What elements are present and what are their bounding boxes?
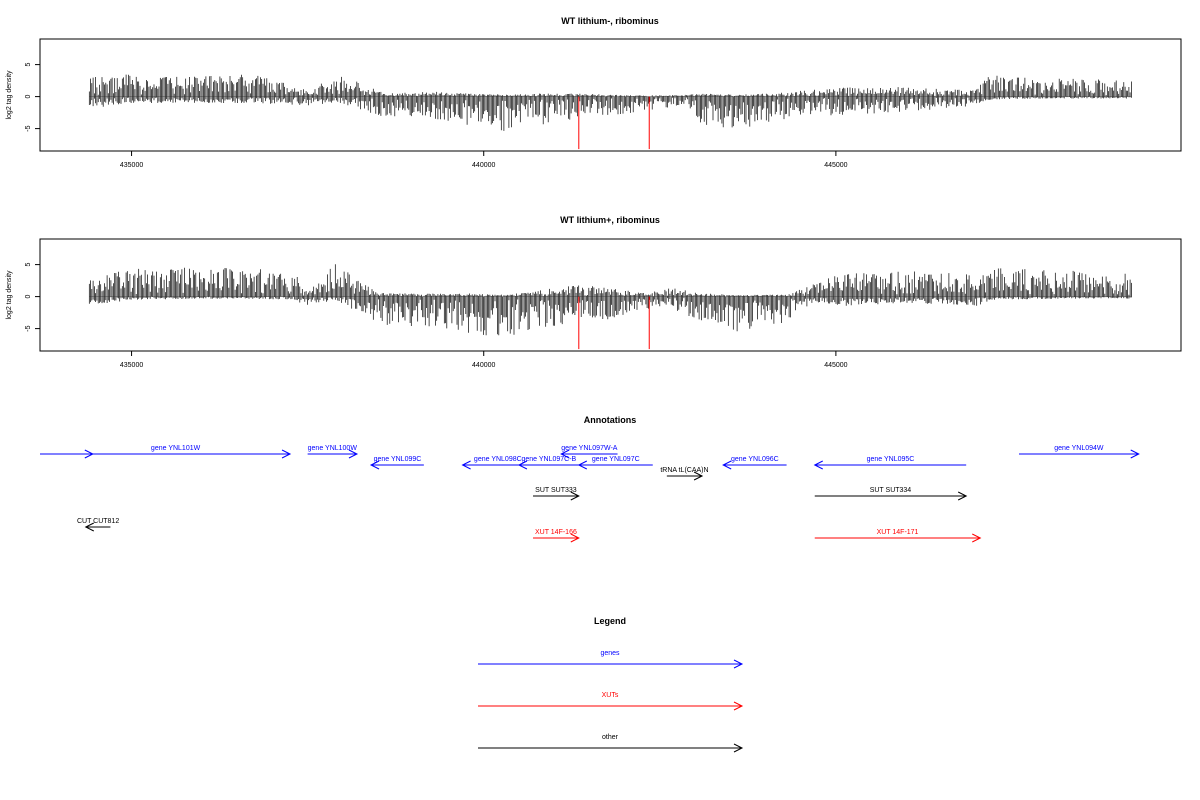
x-tick-label: 445000 [824, 162, 847, 169]
feature-arrowhead [577, 460, 588, 470]
annotations-title: Annotations [584, 415, 637, 425]
feature-label: gene YNL101W [151, 445, 201, 452]
panel-title: WT lithium+, ribominus [560, 215, 660, 225]
feature-arrowhead [369, 460, 380, 470]
annotation-feature: gene YNL094W [1019, 445, 1140, 459]
annotation-feature: SUT SUT334 [814, 487, 968, 501]
x-tick-label: 435000 [120, 362, 143, 369]
x-axis: 435000 440000 445000 [120, 151, 848, 169]
annotation-feature: gene YNL097W-A [560, 445, 618, 459]
x-tick-label: 440000 [472, 162, 495, 169]
annotation-feature: gene YNL101W [61, 445, 292, 459]
legend-label: other [602, 734, 619, 741]
y-axis: -5 0 5 [25, 63, 40, 132]
annotation-feature: gene YNL096C [722, 456, 787, 470]
feature-label: XUT 14F-171 [877, 529, 919, 536]
annotation-feature: tRNA tL(CAA)N [660, 467, 709, 481]
annotation-feature: gene YNL100W [307, 445, 359, 459]
annotation-feature: gene YNL097C [577, 456, 653, 470]
density-bars [88, 74, 1132, 150]
feature-arrowhead [517, 460, 528, 470]
y-tick-label: 0 [25, 95, 32, 99]
y-tick-label: -5 [25, 325, 32, 331]
x-tick-label: 435000 [120, 162, 143, 169]
annotation-feature: gene YNL097C-B [517, 456, 579, 470]
y-tick-label: 5 [25, 63, 32, 67]
legend-entry: XUTs [478, 692, 744, 711]
panel-title: WT lithium-, ribominus [561, 16, 659, 26]
feature-label: gene YNL099C [374, 456, 422, 463]
feature-arrowhead [461, 460, 471, 470]
legend-title: Legend [594, 616, 626, 626]
y-tick-label: 5 [25, 263, 32, 267]
feature-arrowhead [722, 460, 732, 470]
plot-frame [39, 238, 1182, 352]
feature-arrowhead [813, 460, 823, 470]
feature-arrowhead [570, 533, 580, 543]
feature-label: SUT SUT333 [535, 487, 577, 494]
annotation-feature: SUT SUT333 [533, 487, 580, 501]
feature-arrowhead [348, 449, 359, 459]
density-bars [88, 264, 1132, 350]
y-axis-label: log2 tag density [6, 270, 13, 320]
feature-label: gene YNL094W [1054, 445, 1104, 452]
legend-label: XUTs [602, 692, 619, 699]
plot-frame [39, 38, 1182, 152]
legend-arrowhead [733, 659, 744, 669]
feature-label: gene YNL097C [592, 456, 640, 463]
legend-entry: other [478, 734, 744, 753]
annotation-feature: CUT CUT812 [77, 518, 119, 532]
feature-arrowhead [957, 491, 968, 501]
annotation-track: Annotations gene YNL101W gene YNL100Wgene… [40, 415, 1140, 543]
feature-arrowhead [560, 449, 570, 459]
annotation-feature: gene YNL099C [369, 456, 424, 470]
feature-label: gene YNL097W-A [561, 445, 617, 452]
feature-arrowhead [281, 449, 292, 459]
feature-label: XUT 14F-166 [535, 529, 577, 536]
feature-label: tRNA tL(CAA)N [660, 467, 708, 474]
feature-label: gene YNL100W [308, 445, 358, 452]
positive-strand-bars [88, 74, 1132, 97]
feature-label: gene YNL096C [731, 456, 779, 463]
feature-arrowhead [972, 533, 982, 543]
feature-label: gene YNL097C-B [521, 456, 576, 463]
feature-arrowhead [693, 471, 704, 481]
legend-entries: genes XUTs other [478, 650, 744, 753]
x-tick-label: 445000 [824, 362, 847, 369]
y-axis: -5 0 5 [25, 263, 40, 332]
annotation-feature: XUT 14F-166 [533, 529, 580, 543]
x-axis: 435000 440000 445000 [120, 351, 848, 369]
legend-entry: genes [478, 650, 744, 669]
panel-wt-lithium-minus: WT lithium-, ribominus log2 tag density … [6, 16, 1182, 169]
negative-strand-bars [88, 96, 1132, 131]
legend-arrowhead [733, 701, 744, 711]
feature-arrowhead [570, 491, 580, 501]
feature-arrowhead [84, 522, 95, 532]
x-tick-label: 440000 [472, 362, 495, 369]
y-axis-label: log2 tag density [6, 70, 13, 120]
legend-arrowhead [733, 743, 744, 753]
feature-label: gene YNL098C [474, 456, 522, 463]
positive-strand-bars [88, 264, 1132, 297]
feature-arrowhead [1130, 449, 1140, 459]
negative-strand-bars [88, 296, 1132, 336]
y-tick-label: -5 [25, 125, 32, 131]
feature-label: SUT SUT334 [870, 487, 912, 494]
y-tick-label: 0 [25, 295, 32, 299]
feature-label: CUT CUT812 [77, 518, 119, 525]
feature-label: gene YNL095C [867, 456, 915, 463]
annotation-feature: gene YNL095C [813, 456, 967, 470]
legend-label: genes [600, 650, 620, 657]
panel-wt-lithium-plus: WT lithium+, ribominus log2 tag density … [6, 215, 1182, 369]
annotation-feature: XUT 14F-171 [814, 529, 982, 543]
legend: Legend genes XUTs other [478, 616, 744, 753]
annotation-features: gene YNL101W gene YNL100W gene YNL099C gene… [40, 445, 1140, 543]
